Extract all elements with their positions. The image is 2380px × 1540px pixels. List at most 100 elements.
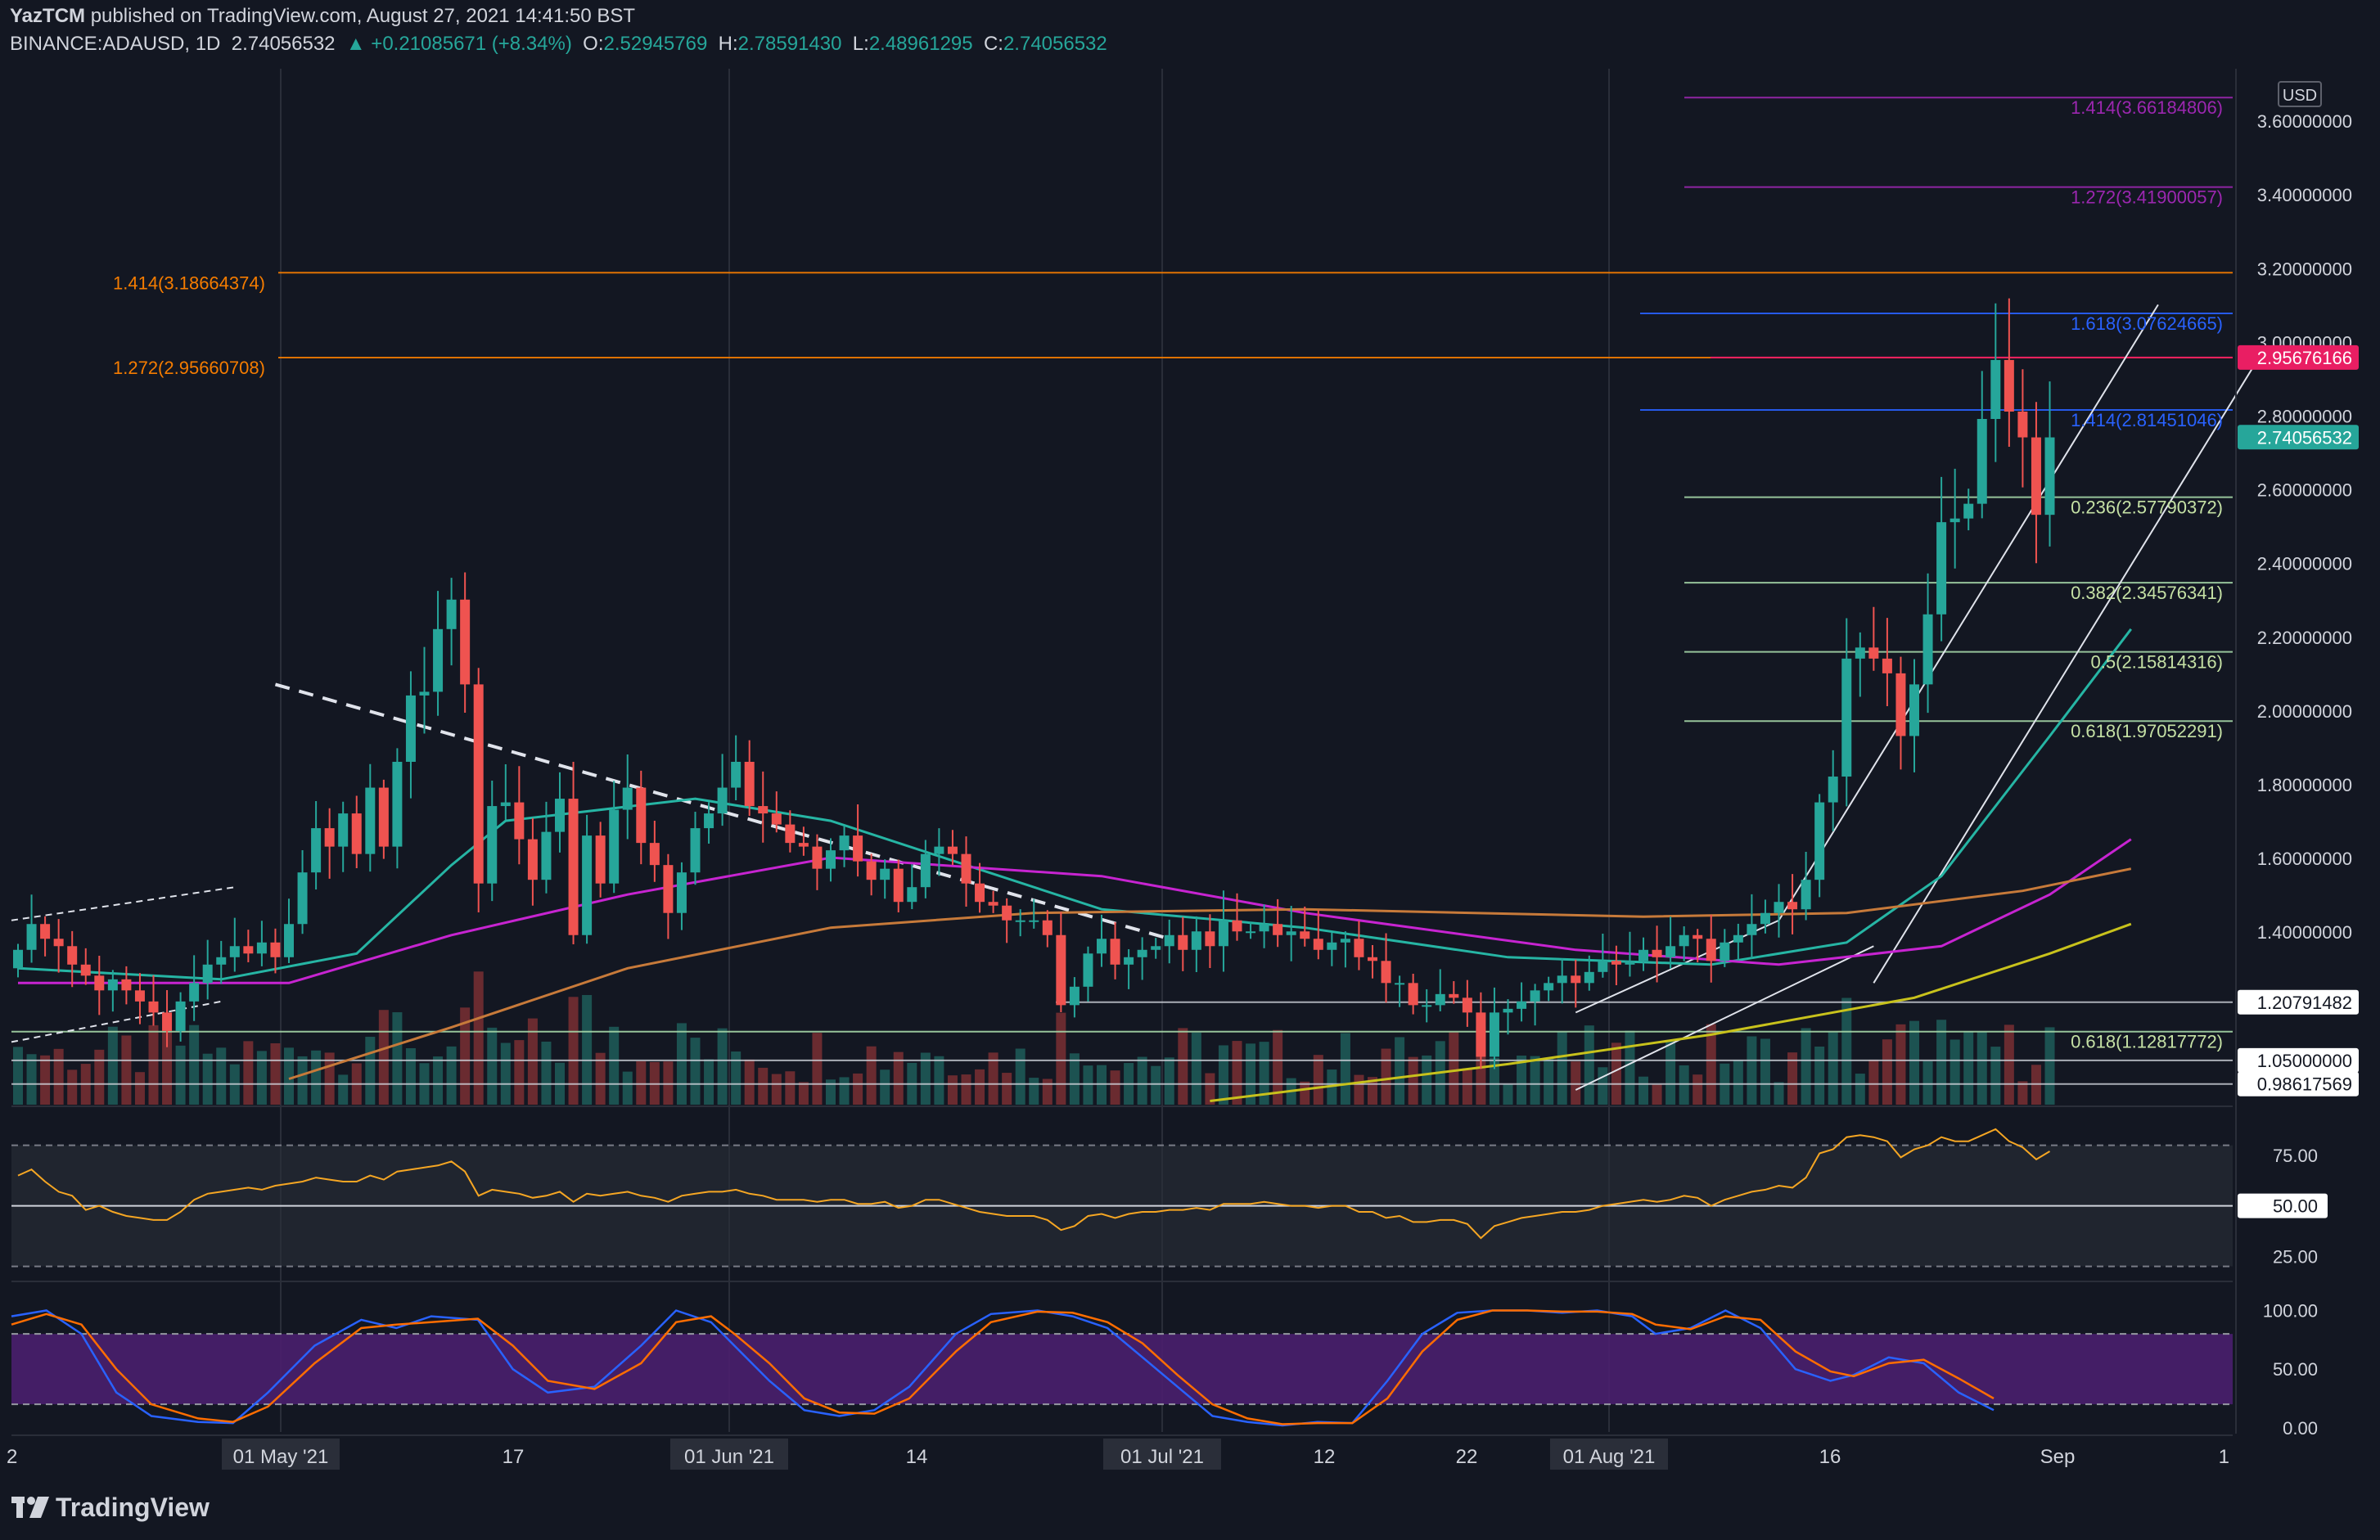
candle-body: [446, 599, 457, 629]
volume-bar: [1069, 1053, 1080, 1105]
candle-body: [1205, 931, 1215, 947]
volume-bar: [311, 1050, 322, 1105]
price-label-box: [2238, 425, 2359, 450]
candle-body: [1571, 975, 1581, 984]
time-tick: 01 May '21: [233, 1446, 329, 1468]
ema-line: [18, 838, 2132, 984]
volume-bar: [107, 1026, 118, 1105]
volume-bar: [622, 1071, 633, 1105]
volume-bar: [487, 1027, 498, 1105]
symbol-name[interactable]: BINANCE:ADAUSD, 1D: [10, 33, 221, 55]
candle-body: [1868, 647, 1879, 659]
volume-bar: [1922, 1060, 1933, 1105]
candle-body: [1273, 924, 1283, 935]
volume-bar: [514, 1040, 525, 1105]
author-name[interactable]: YazTCM: [10, 5, 86, 27]
time-tick: 17: [503, 1446, 525, 1468]
channel-line: [1575, 919, 1779, 1014]
volume-bar: [1828, 1032, 1838, 1105]
fib-level-label: 0.618(1.12817772): [2071, 1032, 2223, 1052]
time-tick: 2: [7, 1446, 17, 1468]
volume-bar: [731, 1051, 741, 1105]
tradingview-brand[interactable]: TradingView: [11, 1493, 210, 1524]
candle-body: [2017, 411, 2028, 438]
volume-bar: [961, 1074, 971, 1105]
candle-body: [94, 975, 105, 991]
volume-bar: [216, 1047, 227, 1105]
fib-labels: 1.414(3.66184806) 1.272(3.41900057) 1.414(…: [113, 97, 2223, 1052]
volume-bar: [1814, 1047, 1825, 1105]
candle-body: [1462, 997, 1472, 1013]
candle-body: [1110, 939, 1120, 965]
volume-bar: [1449, 1032, 1459, 1105]
volume-bar: [256, 1051, 267, 1105]
time-axis[interactable]: 01 May '21 17 01 Jun '21 14 01 Jul '21 12 22 01…: [7, 1434, 2233, 1470]
volume-bar: [1598, 1067, 1608, 1105]
candle-body: [1922, 614, 1933, 685]
candle-body: [947, 846, 958, 854]
price-label-text: 0.98617569: [2257, 1074, 2352, 1095]
fib-level-label: 1.414(3.18664374): [113, 272, 265, 293]
candle-body: [1178, 934, 1188, 950]
volume-bar: [866, 1046, 877, 1105]
candle-body: [1652, 949, 1662, 957]
volume-bar: [920, 1052, 931, 1105]
candle-body: [1882, 658, 1892, 673]
price-axis[interactable]: USD3.600000003.400000003.200000003.00000…: [2235, 69, 2359, 1439]
price-label-box: [2238, 989, 2359, 1015]
price-tick: 1.60000000: [2257, 849, 2352, 869]
candle-body: [893, 868, 904, 903]
candle-body: [243, 946, 254, 954]
volume-bar: [676, 1023, 687, 1105]
price-label-box: [2238, 1071, 2359, 1096]
candle-body: [1666, 946, 1676, 957]
volume-bar: [40, 1055, 51, 1105]
candle-body: [1259, 924, 1269, 932]
volume-bar: [1639, 1076, 1648, 1105]
volume-bar: [1666, 1041, 1676, 1105]
candle-body: [433, 628, 444, 692]
ema-line: [17, 628, 2132, 981]
candle-body: [1503, 1008, 1513, 1013]
symbol-line: BINANCE:ADAUSD, 1D 2.74056532 ▲ +0.21085…: [10, 33, 1107, 56]
price-tick: 2.40000000: [2257, 554, 2352, 574]
volume-bar: [839, 1077, 850, 1105]
volume-bar: [1503, 1084, 1513, 1105]
candle-body: [1841, 658, 1852, 777]
volume-bar: [189, 1024, 200, 1105]
volume-bar: [1462, 1068, 1472, 1105]
volume-bar: [67, 1069, 78, 1105]
rsi-tick: 25.00: [2273, 1246, 2318, 1267]
candle-body: [1990, 359, 2001, 420]
candles[interactable]: [13, 298, 2055, 1069]
stoch-band: [11, 1334, 2233, 1405]
candle-body: [1801, 880, 1811, 910]
volume-bar: [297, 1056, 308, 1105]
candle-body: [1218, 920, 1228, 947]
candle-body: [2004, 359, 2014, 412]
candle-body: [284, 924, 294, 957]
volume-bar: [2044, 1027, 2055, 1105]
volume-bar: [270, 1042, 281, 1105]
rsi-pane[interactable]: [11, 1128, 2233, 1268]
candle-body: [1029, 920, 1039, 922]
candle-body: [202, 964, 213, 984]
volume-bar: [1151, 1065, 1161, 1105]
candle-body: [541, 831, 552, 880]
low-label: L:: [852, 33, 869, 55]
candle-body: [1286, 931, 1296, 935]
candle-body: [1598, 961, 1608, 972]
volume-bar: [690, 1038, 701, 1105]
candle-body: [514, 802, 525, 840]
fib-level-label: 1.272(3.41900057): [2071, 187, 2223, 208]
candle-body: [216, 957, 227, 965]
stoch-rsi-pane[interactable]: [11, 1309, 2233, 1427]
volume-bar: [1868, 1060, 1879, 1105]
volume-bar: [500, 1042, 511, 1105]
candle-body: [1313, 939, 1323, 950]
volume-bar: [1002, 1073, 1012, 1105]
volume-bar: [1246, 1043, 1256, 1105]
price-tick: 2.80000000: [2257, 407, 2352, 427]
candle-body: [812, 846, 823, 869]
